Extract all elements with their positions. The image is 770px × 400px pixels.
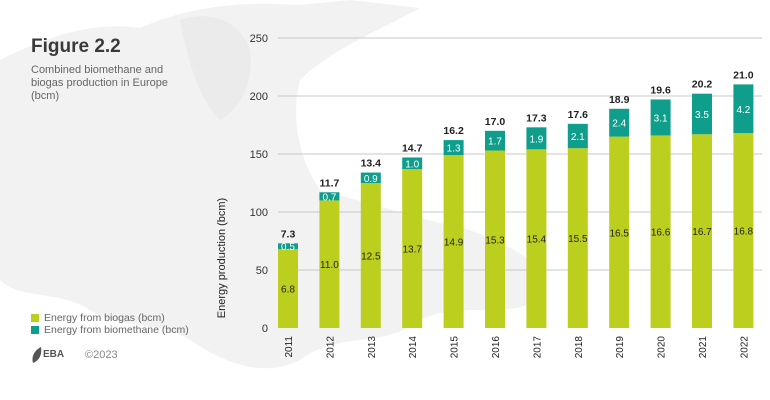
total-label: 17.3 (526, 112, 547, 124)
bar-biogas (692, 134, 712, 328)
data-label-biogas: 13.7 (402, 245, 422, 256)
data-label-biogas: 15.5 (568, 234, 588, 245)
total-label: 11.7 (319, 177, 339, 189)
y-tick-label: 50 (256, 265, 268, 277)
legend: Energy from biogas (bcm) Energy from bio… (31, 312, 189, 336)
x-tick-label: 2017 (532, 336, 543, 359)
bar-biogas (733, 133, 754, 328)
legend-label-biomethane: Energy from biomethane (bcm) (44, 324, 189, 336)
total-label: 17.0 (485, 116, 506, 128)
data-label-biogas: 16.7 (692, 227, 712, 238)
total-label: 7.3 (281, 228, 296, 240)
bar-biogas (443, 155, 464, 328)
bar-biogas (278, 249, 298, 328)
bar-biomethane (443, 140, 464, 156)
bar-biomethane (278, 243, 298, 250)
data-label-biogas: 16.6 (651, 228, 671, 239)
bar-biogas (650, 135, 671, 328)
x-tick-label: 2021 (698, 336, 709, 359)
footer: EBA ©2023 (31, 346, 118, 364)
y-axis-title: Energy production (bcm) (216, 198, 228, 318)
total-label: 21.0 (733, 69, 754, 81)
bar-biogas (567, 148, 588, 328)
figure-subtitle: Combined biomethane and biogas productio… (31, 64, 168, 102)
figure-title: Figure 2.2 (31, 36, 121, 57)
data-label-biomethane: 2.4 (612, 119, 626, 130)
data-label-biomethane: 1.3 (447, 144, 461, 155)
data-label-biogas: 15.3 (485, 235, 505, 246)
data-label-biogas: 14.9 (444, 238, 464, 249)
total-label: 14.7 (402, 142, 423, 154)
total-label: 19.6 (650, 84, 671, 96)
data-label-biomethane: 1.0 (405, 159, 419, 170)
bar-biogas (526, 149, 547, 328)
data-label-biomethane: 1.7 (488, 137, 502, 148)
bar-biomethane (567, 123, 588, 149)
eba-logo: EBA (32, 347, 64, 363)
data-label-biomethane: 4.2 (736, 105, 750, 116)
x-tick-label: 2012 (325, 336, 336, 359)
copyright: ©2023 (85, 349, 118, 361)
bar-biomethane (609, 108, 630, 137)
bar-biomethane (650, 99, 671, 136)
bar-biomethane (402, 157, 423, 170)
x-tick-label: 2018 (574, 336, 585, 359)
total-label: 17.6 (568, 109, 589, 121)
bar-biomethane (733, 84, 754, 134)
legend-swatch-biomethane (31, 326, 39, 334)
bar-biogas (319, 200, 340, 328)
y-tick-label: 250 (250, 33, 268, 45)
y-tick-label: 200 (250, 91, 268, 103)
data-label-biomethane: 0.9 (364, 174, 378, 185)
y-tick-label: 0 (262, 323, 268, 335)
data-label-biomethane: 3.5 (695, 110, 709, 121)
bar-biomethane (526, 127, 547, 150)
bar-biogas (360, 183, 381, 328)
x-tick-label: 2020 (657, 336, 668, 359)
bar-biogas (402, 169, 423, 328)
total-label: 20.2 (692, 79, 713, 91)
legend-item-biomethane: Energy from biomethane (bcm) (31, 324, 189, 336)
legend-item-biogas: Energy from biogas (bcm) (31, 312, 189, 324)
data-label-biomethane: 1.9 (529, 134, 543, 145)
x-tick-label: 2014 (408, 336, 419, 359)
bar-biogas (609, 136, 630, 328)
x-tick-label: 2011 (284, 336, 295, 358)
total-label: 18.9 (609, 94, 630, 106)
total-label: 13.4 (361, 158, 382, 170)
bar-biogas (485, 150, 505, 328)
data-label-biogas: 15.4 (527, 235, 547, 246)
bar-biomethane (485, 130, 505, 151)
legend-label-biogas: Energy from biogas (bcm) (44, 312, 165, 324)
bar-biomethane (319, 192, 340, 201)
x-tick-label: 2016 (491, 336, 502, 359)
data-label-biomethane: 0.7 (322, 192, 336, 203)
data-label-biogas: 12.5 (361, 252, 381, 263)
data-label-biogas: 16.5 (609, 228, 629, 239)
x-tick-label: 2013 (367, 336, 378, 359)
x-tick-label: 2019 (615, 336, 626, 359)
data-label-biogas: 11.0 (320, 260, 339, 271)
y-tick-label: 150 (250, 149, 268, 161)
bar-biomethane (692, 93, 712, 135)
data-label-biomethane: 2.1 (571, 132, 585, 143)
data-label-biomethane: 0.5 (281, 242, 295, 253)
x-tick-label: 2022 (739, 336, 750, 359)
legend-swatch-biogas (31, 314, 39, 322)
total-label: 16.2 (443, 125, 464, 137)
bar-biomethane (360, 172, 381, 183)
x-tick-label: 2015 (450, 336, 461, 359)
data-label-biogas: 6.8 (281, 285, 295, 296)
svg-text:EBA: EBA (43, 349, 64, 360)
data-label-biomethane: 3.1 (654, 113, 668, 124)
data-label-biogas: 16.8 (734, 227, 754, 238)
y-tick-label: 100 (250, 207, 268, 219)
